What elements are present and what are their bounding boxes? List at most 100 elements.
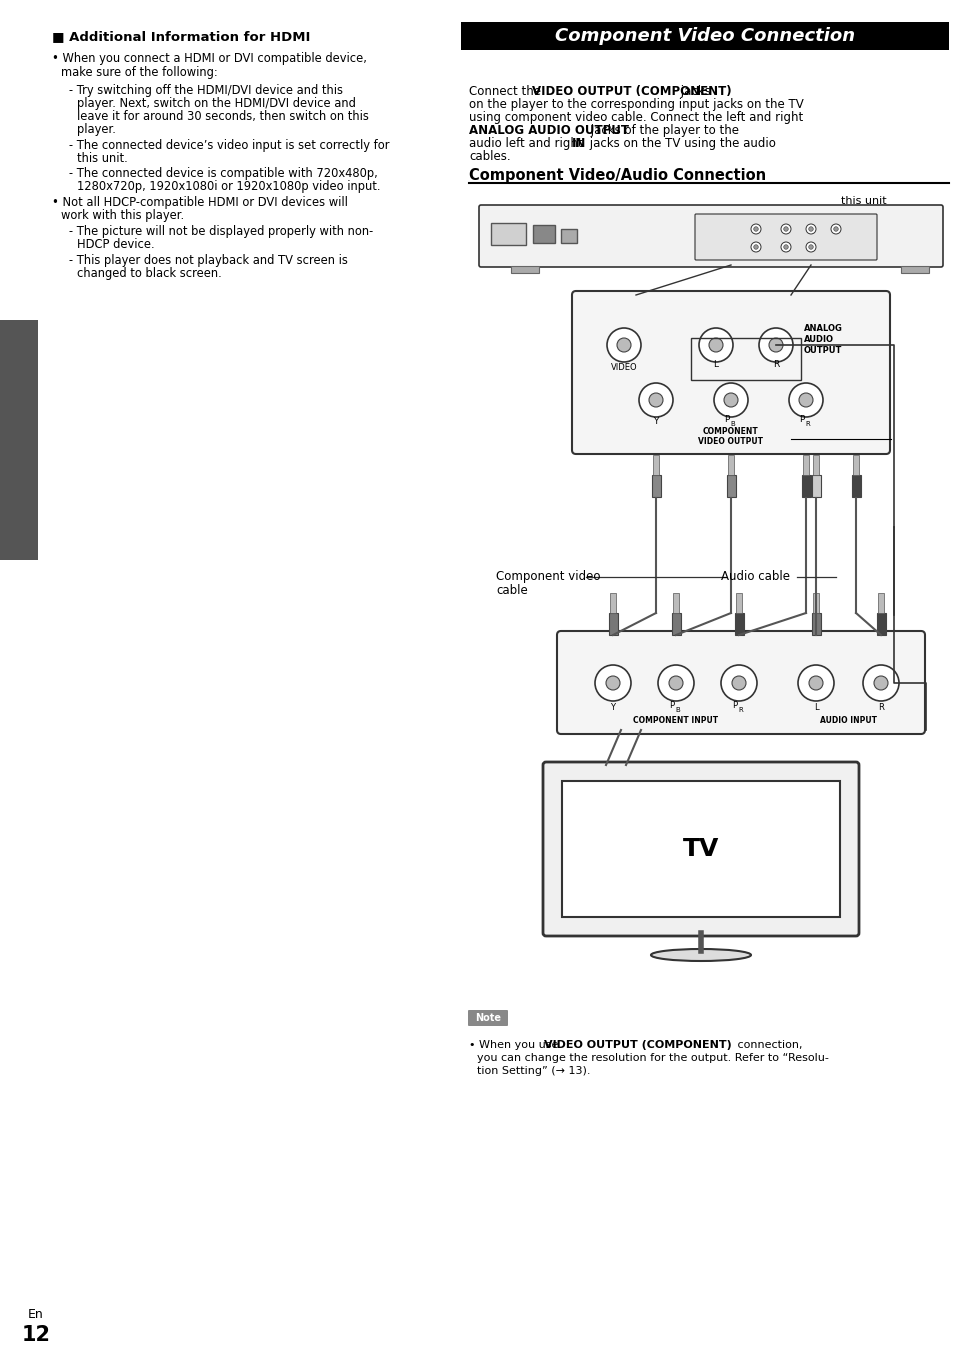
Bar <box>671 613 680 635</box>
Circle shape <box>605 675 619 690</box>
Bar <box>690 338 801 380</box>
Text: Y: Y <box>653 417 658 426</box>
Text: - This player does not playback and TV screen is: - This player does not playback and TV s… <box>69 253 348 267</box>
Circle shape <box>723 394 738 407</box>
Text: L: L <box>813 704 818 712</box>
Text: 1280x720p, 1920x1080i or 1920x1080p video input.: 1280x720p, 1920x1080i or 1920x1080p vide… <box>77 181 380 193</box>
Circle shape <box>595 665 630 701</box>
Circle shape <box>799 394 812 407</box>
Bar <box>672 593 679 613</box>
Circle shape <box>797 665 833 701</box>
Text: make sure of the following:: make sure of the following: <box>61 66 217 80</box>
FancyBboxPatch shape <box>468 1010 507 1026</box>
Circle shape <box>808 245 812 249</box>
Bar <box>801 474 810 497</box>
Bar <box>726 474 735 497</box>
Text: COMPONENT INPUT: COMPONENT INPUT <box>633 716 718 725</box>
Text: jacks on the TV using the audio: jacks on the TV using the audio <box>585 137 775 150</box>
Circle shape <box>873 675 887 690</box>
Circle shape <box>750 224 760 235</box>
Text: R: R <box>738 706 742 713</box>
Text: player. Next, switch on the HDMI/DVI device and: player. Next, switch on the HDMI/DVI dev… <box>77 97 355 111</box>
Circle shape <box>699 328 732 363</box>
Circle shape <box>731 675 745 690</box>
Text: VIDEO: VIDEO <box>610 363 637 372</box>
Text: P: P <box>799 415 803 425</box>
Text: R: R <box>804 421 809 427</box>
Bar <box>802 456 808 474</box>
Circle shape <box>753 226 758 232</box>
Text: TV: TV <box>682 837 719 861</box>
Circle shape <box>658 665 693 701</box>
Bar <box>727 456 733 474</box>
Text: VIDEO OUTPUT (COMPONENT): VIDEO OUTPUT (COMPONENT) <box>532 85 731 98</box>
Text: AUDIO: AUDIO <box>803 336 833 344</box>
Bar <box>812 456 818 474</box>
Circle shape <box>708 338 722 352</box>
Text: cable: cable <box>496 584 527 597</box>
Bar <box>735 593 741 613</box>
Text: Audio cable: Audio cable <box>720 570 789 582</box>
Circle shape <box>862 665 898 701</box>
Text: tion Setting” (→ 13).: tion Setting” (→ 13). <box>476 1066 590 1076</box>
Text: player.: player. <box>77 123 115 136</box>
Bar <box>652 456 659 474</box>
Text: this unit.: this unit. <box>77 152 128 164</box>
Circle shape <box>648 394 662 407</box>
Bar <box>609 593 616 613</box>
Bar <box>560 229 577 243</box>
FancyBboxPatch shape <box>572 291 889 454</box>
Text: VIDEO OUTPUT (COMPONENT): VIDEO OUTPUT (COMPONENT) <box>543 1041 731 1050</box>
Text: IN: IN <box>572 137 586 150</box>
Circle shape <box>750 243 760 252</box>
Circle shape <box>783 226 787 232</box>
Text: - The connected device’s video input is set correctly for: - The connected device’s video input is … <box>69 139 389 152</box>
Text: P: P <box>723 415 729 425</box>
Circle shape <box>833 226 838 232</box>
Bar <box>811 613 821 635</box>
Circle shape <box>781 243 790 252</box>
Text: - Try switching off the HDMI/DVI device and this: - Try switching off the HDMI/DVI device … <box>69 84 343 97</box>
Text: Component Video/Audio Connection: Component Video/Audio Connection <box>469 168 765 183</box>
Text: jacks: jacks <box>677 85 710 98</box>
Circle shape <box>713 383 747 417</box>
Text: this unit: this unit <box>841 195 885 206</box>
Circle shape <box>808 226 812 232</box>
Text: using component video cable. Connect the left and right: using component video cable. Connect the… <box>469 111 802 124</box>
Text: AUDIO INPUT: AUDIO INPUT <box>820 716 876 725</box>
Circle shape <box>805 224 815 235</box>
Text: Y: Y <box>610 704 615 712</box>
Text: audio left and right: audio left and right <box>469 137 586 150</box>
Text: - The connected device is compatible with 720x480p,: - The connected device is compatible wit… <box>69 167 377 181</box>
Text: VIDEO OUTPUT: VIDEO OUTPUT <box>698 437 762 446</box>
Text: Connect the: Connect the <box>469 85 544 98</box>
Bar <box>651 474 660 497</box>
Text: 12: 12 <box>22 1325 51 1345</box>
Circle shape <box>830 224 841 235</box>
Bar <box>877 593 883 613</box>
Text: connection,: connection, <box>733 1041 801 1050</box>
Bar <box>460 22 948 50</box>
FancyBboxPatch shape <box>542 762 858 936</box>
Text: Component Video Connection: Component Video Connection <box>555 27 854 44</box>
Bar <box>876 613 885 635</box>
Text: En: En <box>28 1308 44 1321</box>
Circle shape <box>781 224 790 235</box>
Bar <box>533 225 555 243</box>
Circle shape <box>720 665 757 701</box>
Circle shape <box>606 328 640 363</box>
Circle shape <box>759 328 792 363</box>
Text: B: B <box>675 706 679 713</box>
Text: Component video: Component video <box>496 570 599 582</box>
Circle shape <box>788 383 822 417</box>
Bar <box>734 613 743 635</box>
Text: ■ Additional Information for HDMI: ■ Additional Information for HDMI <box>52 30 310 43</box>
Bar <box>561 780 840 917</box>
Text: OUTPUT: OUTPUT <box>803 346 841 355</box>
Bar <box>811 474 821 497</box>
Circle shape <box>808 675 822 690</box>
Circle shape <box>639 383 672 417</box>
Bar <box>851 474 861 497</box>
Text: HDCP device.: HDCP device. <box>77 239 154 251</box>
Text: work with this player.: work with this player. <box>61 209 184 222</box>
